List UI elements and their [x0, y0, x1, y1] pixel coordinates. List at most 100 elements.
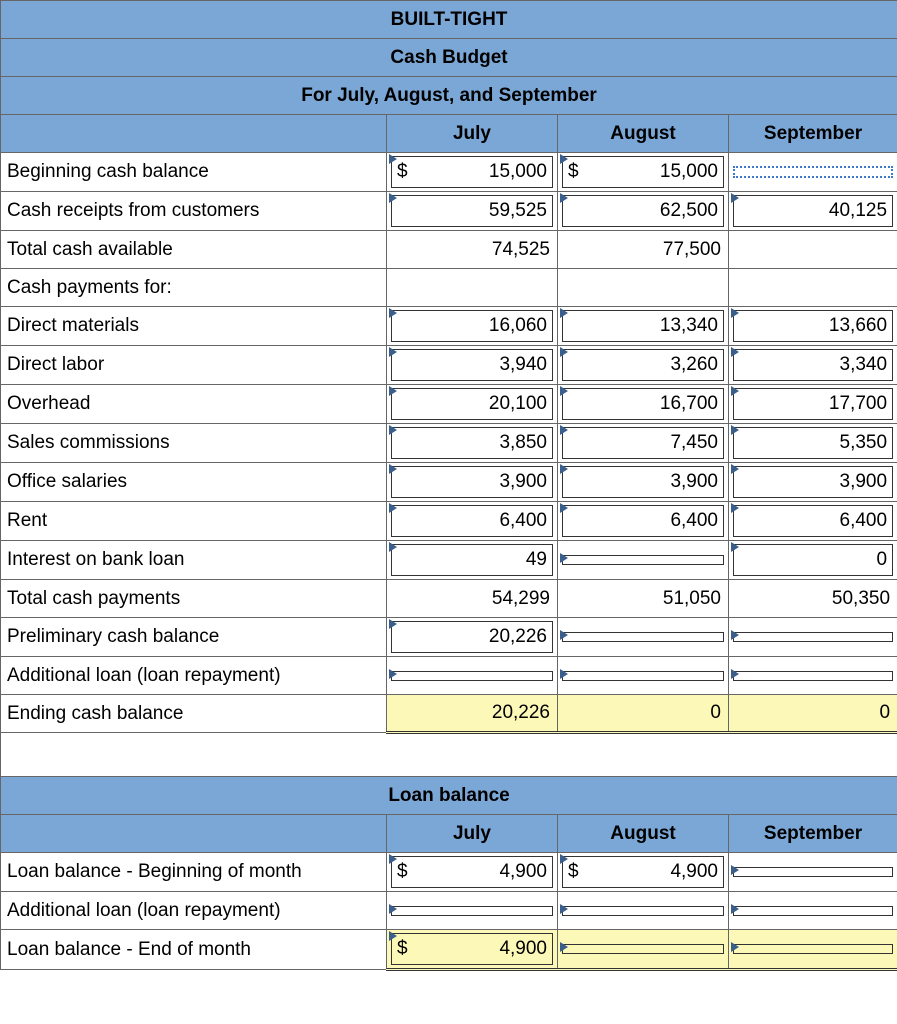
loan-title: Loan balance	[1, 777, 897, 815]
row-cell-int-0[interactable]: 49	[387, 541, 558, 580]
row-cell-pay_hdr-1	[558, 269, 729, 307]
row-cell-sal-0[interactable]: 3,900	[387, 463, 558, 502]
cell-value: 50,350	[736, 588, 890, 610]
cell-value: 16,060	[397, 315, 547, 337]
row-label-sal: Office salaries	[1, 463, 387, 502]
row-cell-total_avail-1: 77,500	[558, 231, 729, 269]
row-label-total_avail: Total cash available	[1, 231, 387, 269]
cell-value: 51,050	[565, 588, 721, 610]
cell-value: 3,260	[568, 354, 718, 376]
row-cell-sal-1[interactable]: 3,900	[558, 463, 729, 502]
cell-value: 16,700	[568, 393, 718, 415]
row-cell-oh-0[interactable]: 20,100	[387, 385, 558, 424]
row-cell-receipts-2[interactable]: 40,125	[729, 192, 897, 231]
row-cell-pay_hdr-2	[729, 269, 897, 307]
row-label-prelim: Preliminary cash balance	[1, 618, 387, 657]
row-cell-dl-2[interactable]: 3,340	[729, 346, 897, 385]
row-cell-total_pay-2: 50,350	[729, 580, 897, 618]
cell-value: 3,900	[397, 471, 547, 493]
row-cell-pay_hdr-0	[387, 269, 558, 307]
row-label-comm: Sales commissions	[1, 424, 387, 463]
loan-cell-addl-0[interactable]	[387, 892, 558, 930]
row-label-end_cash: Ending cash balance	[1, 695, 387, 733]
row-label-oh: Overhead	[1, 385, 387, 424]
row-cell-prelim-2[interactable]	[729, 618, 897, 657]
row-label-int: Interest on bank loan	[1, 541, 387, 580]
row-cell-prelim-1[interactable]	[558, 618, 729, 657]
title-report: Cash Budget	[1, 39, 897, 77]
row-cell-comm-0[interactable]: 3,850	[387, 424, 558, 463]
row-cell-sal-2[interactable]: 3,900	[729, 463, 897, 502]
row-cell-oh-1[interactable]: 16,700	[558, 385, 729, 424]
cell-value: 6,400	[739, 510, 887, 532]
cell-value: 59,525	[397, 200, 547, 222]
row-cell-total_avail-0: 74,525	[387, 231, 558, 269]
loan-cell-addl-1[interactable]	[558, 892, 729, 930]
row-cell-dm-1[interactable]: 13,340	[558, 307, 729, 346]
cell-value: 3,940	[397, 354, 547, 376]
cell-value: 4,900	[579, 861, 718, 883]
row-cell-rent-0[interactable]: 6,400	[387, 502, 558, 541]
row-label-dl: Direct labor	[1, 346, 387, 385]
col-blank	[1, 115, 387, 153]
row-cell-int-2[interactable]: 0	[729, 541, 897, 580]
loan-label-addl: Additional loan (loan repayment)	[1, 892, 387, 930]
row-cell-total_pay-0: 54,299	[387, 580, 558, 618]
row-cell-comm-2[interactable]: 5,350	[729, 424, 897, 463]
cell-value: 74,525	[394, 239, 550, 261]
row-cell-prelim-0[interactable]: 20,226	[387, 618, 558, 657]
row-cell-beg_cash-2[interactable]	[729, 153, 897, 192]
loan-cell-beg-0[interactable]: $4,900	[387, 853, 558, 892]
loan-cell-beg-2[interactable]	[729, 853, 897, 892]
row-label-pay_hdr: Cash payments for:	[1, 269, 387, 307]
loan-cell-end-1[interactable]	[558, 930, 729, 970]
row-cell-addl-0[interactable]	[387, 657, 558, 695]
loan-col-july: July	[387, 815, 558, 853]
row-cell-end_cash-0: 20,226	[387, 695, 558, 733]
row-cell-dl-1[interactable]: 3,260	[558, 346, 729, 385]
col-august: August	[558, 115, 729, 153]
row-label-rent: Rent	[1, 502, 387, 541]
row-cell-addl-1[interactable]	[558, 657, 729, 695]
spacer-row	[1, 733, 897, 777]
row-cell-oh-2[interactable]: 17,700	[729, 385, 897, 424]
cell-value: 3,900	[568, 471, 718, 493]
row-label-dm: Direct materials	[1, 307, 387, 346]
cell-value: 6,400	[397, 510, 547, 532]
currency-symbol: $	[397, 861, 408, 883]
currency-symbol: $	[568, 161, 579, 183]
cash-budget-table: BUILT-TIGHT Cash Budget For July, August…	[0, 0, 897, 971]
row-cell-comm-1[interactable]: 7,450	[558, 424, 729, 463]
row-cell-rent-1[interactable]: 6,400	[558, 502, 729, 541]
cell-value: 77,500	[565, 239, 721, 261]
loan-cell-end-2[interactable]	[729, 930, 897, 970]
row-cell-rent-2[interactable]: 6,400	[729, 502, 897, 541]
cell-value: 49	[397, 549, 547, 571]
loan-cell-beg-1[interactable]: $4,900	[558, 853, 729, 892]
row-label-total_pay: Total cash payments	[1, 580, 387, 618]
loan-col-august: August	[558, 815, 729, 853]
row-cell-beg_cash-0[interactable]: $15,000	[387, 153, 558, 192]
row-cell-receipts-1[interactable]: 62,500	[558, 192, 729, 231]
cell-value: 54,299	[394, 588, 550, 610]
currency-symbol: $	[397, 161, 408, 183]
cell-value: 7,450	[568, 432, 718, 454]
row-cell-addl-2[interactable]	[729, 657, 897, 695]
row-cell-beg_cash-1[interactable]: $15,000	[558, 153, 729, 192]
loan-cell-addl-2[interactable]	[729, 892, 897, 930]
row-cell-int-1[interactable]	[558, 541, 729, 580]
cell-value: 0	[565, 702, 721, 724]
cell-value: 3,900	[739, 471, 887, 493]
row-cell-dl-0[interactable]: 3,940	[387, 346, 558, 385]
row-cell-dm-0[interactable]: 16,060	[387, 307, 558, 346]
cell-value: 13,660	[739, 315, 887, 337]
col-september: September	[729, 115, 897, 153]
loan-cell-end-0[interactable]: $4,900	[387, 930, 558, 970]
cell-value: 15,000	[579, 161, 718, 183]
row-label-addl: Additional loan (loan repayment)	[1, 657, 387, 695]
row-cell-receipts-0[interactable]: 59,525	[387, 192, 558, 231]
cell-value: 5,350	[739, 432, 887, 454]
cell-value: 3,850	[397, 432, 547, 454]
row-cell-dm-2[interactable]: 13,660	[729, 307, 897, 346]
cell-value: 20,226	[397, 626, 547, 648]
